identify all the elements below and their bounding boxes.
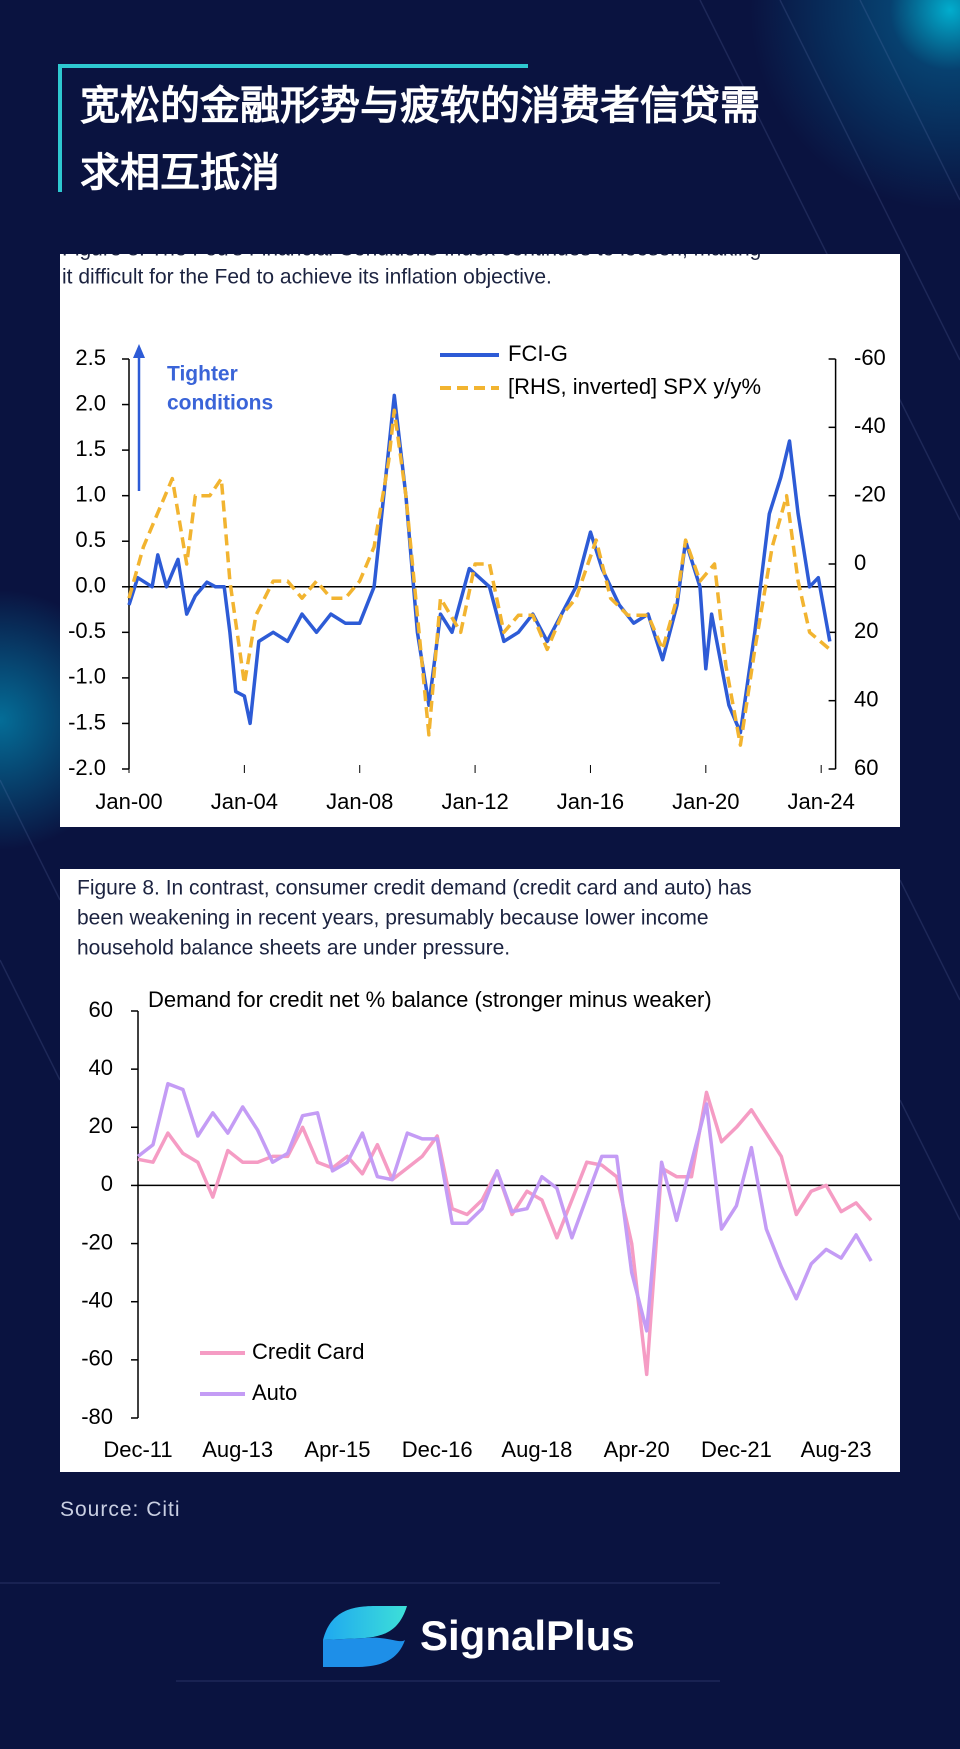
y-tick-label: 1.5 [75,436,106,461]
x-tick-label: Apr-20 [604,1437,670,1462]
y-tick-label: 1.0 [75,481,106,506]
page-title: 求相互抵消 [80,150,280,196]
y-tick-label: 20 [89,1113,113,1138]
source: Source: Citi [60,1498,181,1521]
chart: Figure 8. In contrast, consumer credit d… [60,869,900,1472]
chart-subtitle: been weakening in recent years, presumab… [77,907,709,930]
chart-subtitle: it difficult for the Fed to achieve its … [62,266,552,289]
x-tick-label: Jan-12 [441,789,508,814]
x-tick-label: Jan-04 [211,789,278,814]
y-tick-label: -40 [81,1288,113,1313]
x-tick-label: Aug-18 [501,1437,572,1462]
y-tick-label: -60 [81,1346,113,1371]
y2-tick-label: -20 [854,481,886,506]
x-tick-label: Jan-08 [326,789,393,814]
legend-label: [RHS, inverted] SPX y/y% [508,374,761,399]
y-tick-label: 0 [101,1171,113,1196]
x-tick-label: Jan-16 [557,789,624,814]
y2-tick-label: -40 [854,413,886,438]
y-tick-label: -80 [81,1404,113,1429]
data-line [127,408,831,747]
x-tick-label: Dec-16 [402,1437,473,1462]
y2-tick-label: 60 [854,755,878,780]
y-tick-label: 60 [89,997,113,1022]
y-tick-label: -1.0 [68,664,106,689]
y-tick-label: 0.0 [75,573,106,598]
x-tick-label: Apr-15 [304,1437,370,1462]
y-tick-label: -1.5 [68,709,106,734]
title-accent [58,64,62,192]
data-line [136,1081,873,1333]
chart-subtitle: household balance sheets are under press… [77,937,510,960]
legend-label: Credit Card [252,1339,364,1364]
y-tick-label: 2.0 [75,390,106,415]
x-tick-label: Jan-00 [95,789,162,814]
x-tick-label: Aug-13 [202,1437,273,1462]
legend-label: Auto [252,1380,297,1405]
y2-tick-label: 20 [854,618,878,643]
y-tick-label: 2.5 [75,345,106,370]
x-tick-label: Jan-24 [788,789,855,814]
chart-title: Demand for credit net % balance (stronge… [148,987,712,1012]
x-tick-label: Dec-11 [103,1437,172,1462]
data-line [127,393,832,735]
chart: Figure 8. The Fed's Financial Conditions… [60,254,900,827]
chart-subtitle: Figure 8. The Fed's Financial Conditions… [62,254,761,261]
y2-tick-label: -60 [854,345,886,370]
y2-tick-label: 0 [854,550,866,575]
x-tick-label: Dec-21 [701,1437,772,1462]
logo [323,1606,407,1640]
legend-label: FCI-G [508,341,568,366]
logo [323,1637,405,1667]
page-title: 宽松的金融形势与疲软的消费者信贷需 [80,83,760,129]
data-line [137,1090,873,1377]
y-tick-label: -2.0 [68,755,106,780]
y2-tick-label: 40 [854,686,878,711]
brand-name: SignalPlus [420,1612,635,1659]
y-tick-label: 0.5 [75,527,106,552]
title-accent [58,64,528,68]
annotation: conditions [167,392,273,415]
y-tick-label: 40 [89,1055,113,1080]
x-tick-label: Aug-23 [801,1437,872,1462]
x-tick-label: Jan-20 [672,789,739,814]
annotation-arrowhead [133,344,145,358]
chart-subtitle: Figure 8. In contrast, consumer credit d… [77,877,752,900]
annotation: Tighter [167,363,238,386]
y-tick-label: -20 [81,1229,113,1254]
y-tick-label: -0.5 [68,618,106,643]
